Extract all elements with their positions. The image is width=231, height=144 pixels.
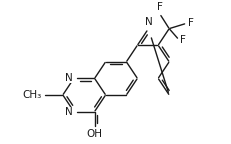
Text: F: F bbox=[187, 18, 193, 28]
Text: F: F bbox=[179, 35, 185, 45]
Text: OH: OH bbox=[86, 129, 102, 140]
Text: N: N bbox=[144, 17, 152, 27]
Text: N: N bbox=[65, 73, 73, 83]
Text: N: N bbox=[65, 107, 73, 116]
Text: CH₃: CH₃ bbox=[22, 90, 41, 100]
Text: F: F bbox=[156, 2, 162, 12]
